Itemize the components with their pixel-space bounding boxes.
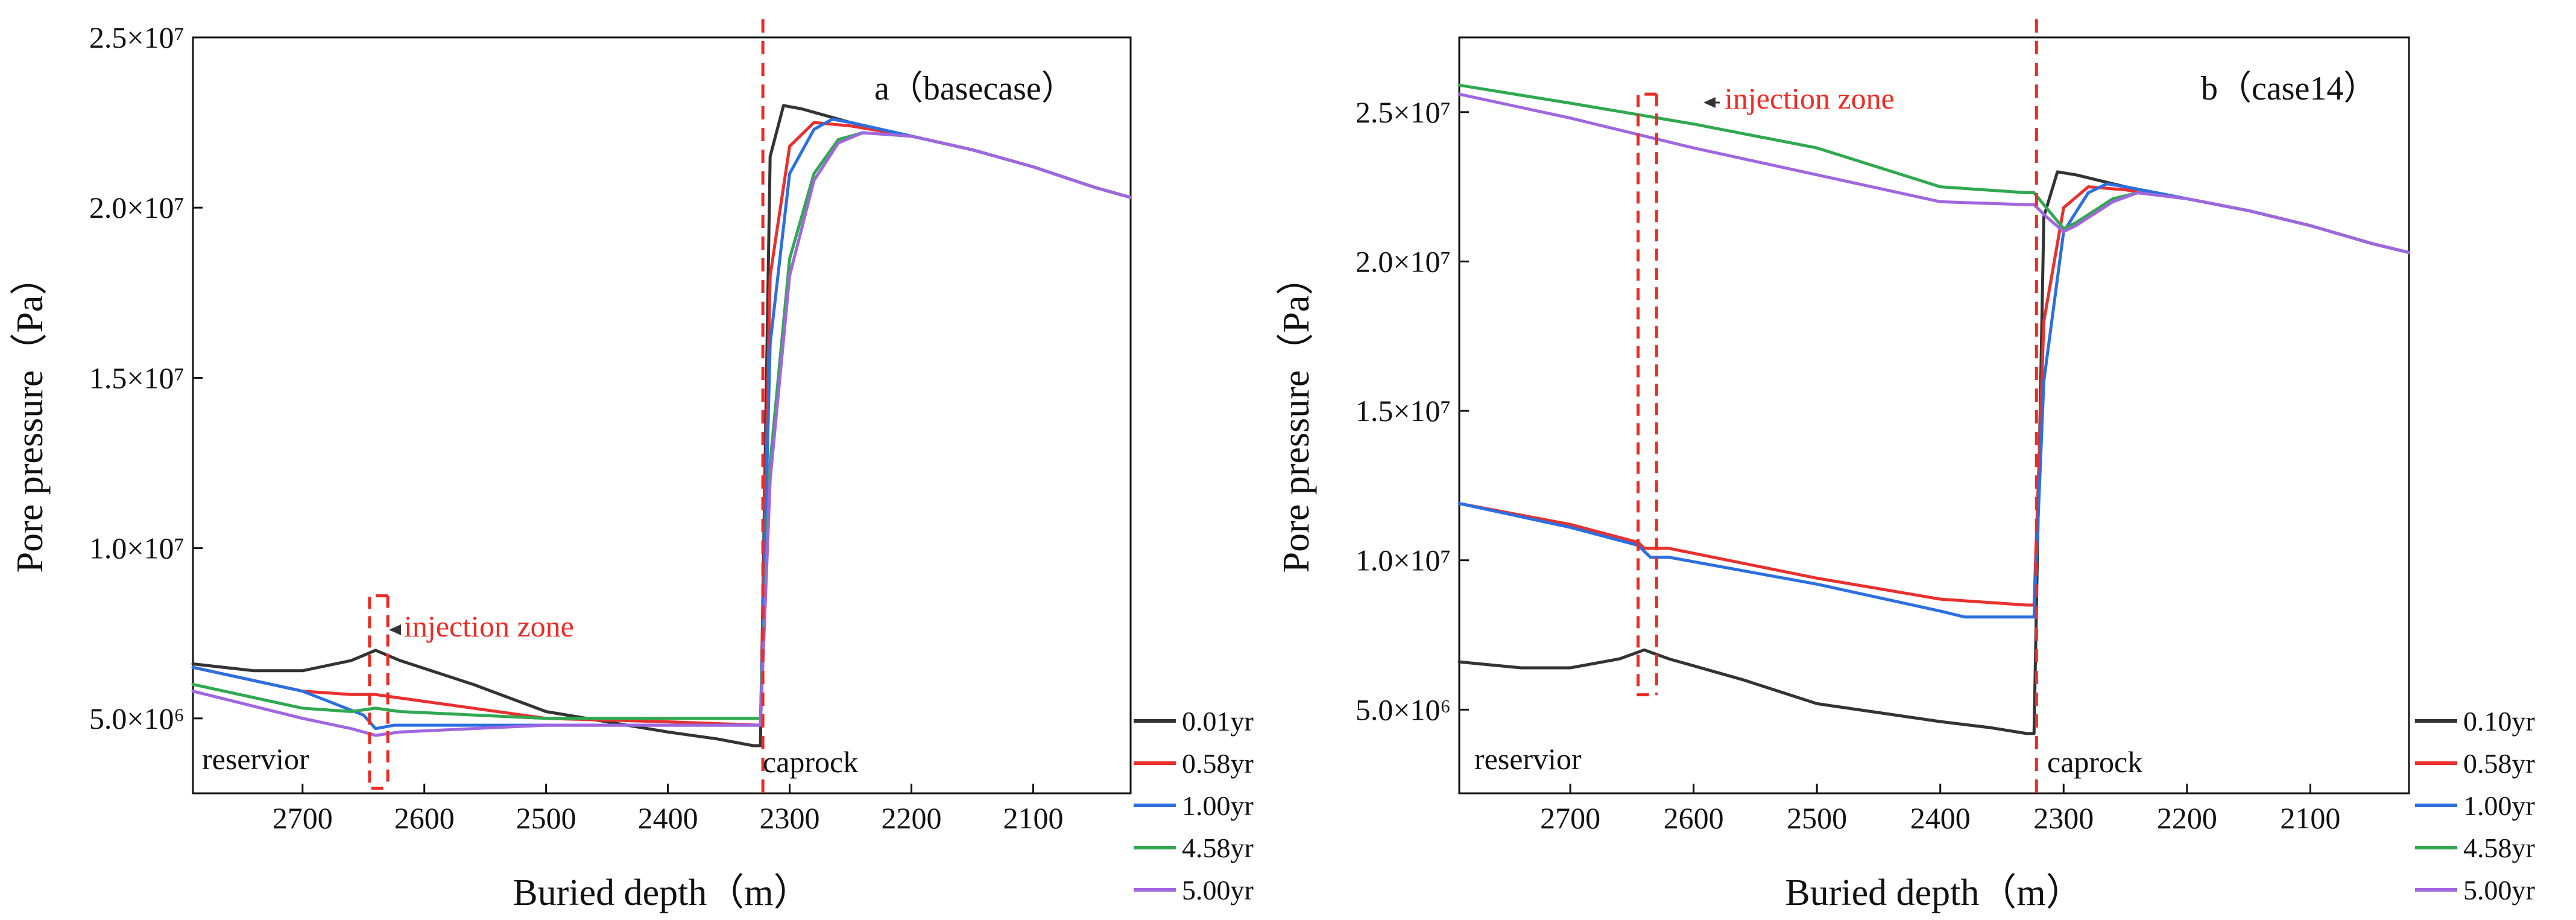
y-tick-label: 1.5×10⁷	[89, 361, 185, 395]
y-tick-label: 1.5×10⁷	[1356, 394, 1451, 428]
panel-title: b（case14）	[2201, 70, 2377, 107]
injection-zone-label: injection zone	[404, 609, 574, 643]
y-tick-label: 2.0×10⁷	[1356, 244, 1451, 278]
reservoir-label: reservior	[1474, 742, 1582, 776]
legend-label: 0.10yr	[2463, 706, 2535, 737]
legend-label: 0.01yr	[1182, 706, 1254, 737]
x-tick-label: 2500	[516, 801, 576, 835]
x-tick-label: 2100	[1003, 801, 1063, 835]
plot-frame	[192, 36, 1132, 795]
injection-arrow-head	[389, 624, 401, 635]
y-tick-label: 2.5×10⁷	[89, 21, 185, 54]
x-tick-label: 2600	[1664, 801, 1724, 835]
x-tick-label: 2500	[1787, 801, 1847, 835]
y-tick-label: 5.0×10⁶	[89, 702, 185, 735]
y-tick-label: 1.0×10⁷	[89, 531, 185, 565]
series-line-5.00yr	[191, 131, 1132, 737]
x-tick-label: 2400	[638, 801, 698, 835]
x-tick-label: 2200	[881, 801, 941, 835]
legend-label: 5.00yr	[2463, 875, 2535, 906]
x-tick-label: 2700	[1540, 801, 1600, 835]
series-line-5.00yr	[1457, 92, 2411, 255]
legend-label: 4.58yr	[1182, 833, 1254, 863]
x-tick-label: 2600	[394, 801, 455, 835]
injection-arrow-head	[1703, 97, 1716, 108]
x-tick-label: 2100	[2280, 801, 2340, 835]
x-tick-label: 2200	[2157, 801, 2217, 835]
injection-zone-box	[368, 594, 388, 790]
caprock-label: caprock	[763, 745, 858, 779]
x-tick-label: 2700	[273, 801, 333, 835]
y-tick-label: 2.5×10⁷	[1356, 95, 1451, 129]
y-tick-label: 2.0×10⁷	[89, 191, 185, 224]
reservoir-label: reservior	[202, 742, 309, 776]
y-axis-title: Pore pressure（Pa）	[10, 258, 51, 573]
panel-b-chart: 2700 2600 2500 2400 2300 2200 2100 5.0×10⁶ 1.0×1…	[1276, 19, 2535, 913]
x-tick-label: 2400	[1910, 801, 1971, 835]
x-tick-label: 2300	[2033, 801, 2094, 835]
legend-label: 4.58yr	[2463, 833, 2535, 863]
plot-frame	[1458, 36, 2410, 795]
panel-title: a（basecase）	[874, 70, 1075, 107]
legend-label: 0.58yr	[2463, 748, 2535, 779]
y-axis-title: Pore pressure（Pa）	[1276, 258, 1317, 573]
y-tick-label: 1.0×10⁷	[1356, 544, 1451, 577]
legend-label: 5.00yr	[1182, 875, 1254, 906]
panel-a-chart: 2700 2600 2500 2400 2300 2200 2100 5.0×10⁶ 1.0×1…	[10, 19, 1254, 913]
x-axis-title: Buried depth（m）	[513, 872, 810, 913]
injection-zone-box	[1637, 92, 1657, 697]
legend-label: 1.00yr	[2463, 790, 2535, 821]
caprock-label: caprock	[2047, 745, 2142, 779]
legend-label: 0.58yr	[1182, 748, 1254, 779]
injection-zone-label: injection zone	[1725, 81, 1895, 115]
legend-label: 1.00yr	[1182, 790, 1254, 821]
x-tick-label: 2300	[760, 801, 820, 835]
x-axis-title: Buried depth（m）	[1785, 872, 2083, 913]
y-tick-label: 5.0×10⁶	[1356, 693, 1451, 726]
